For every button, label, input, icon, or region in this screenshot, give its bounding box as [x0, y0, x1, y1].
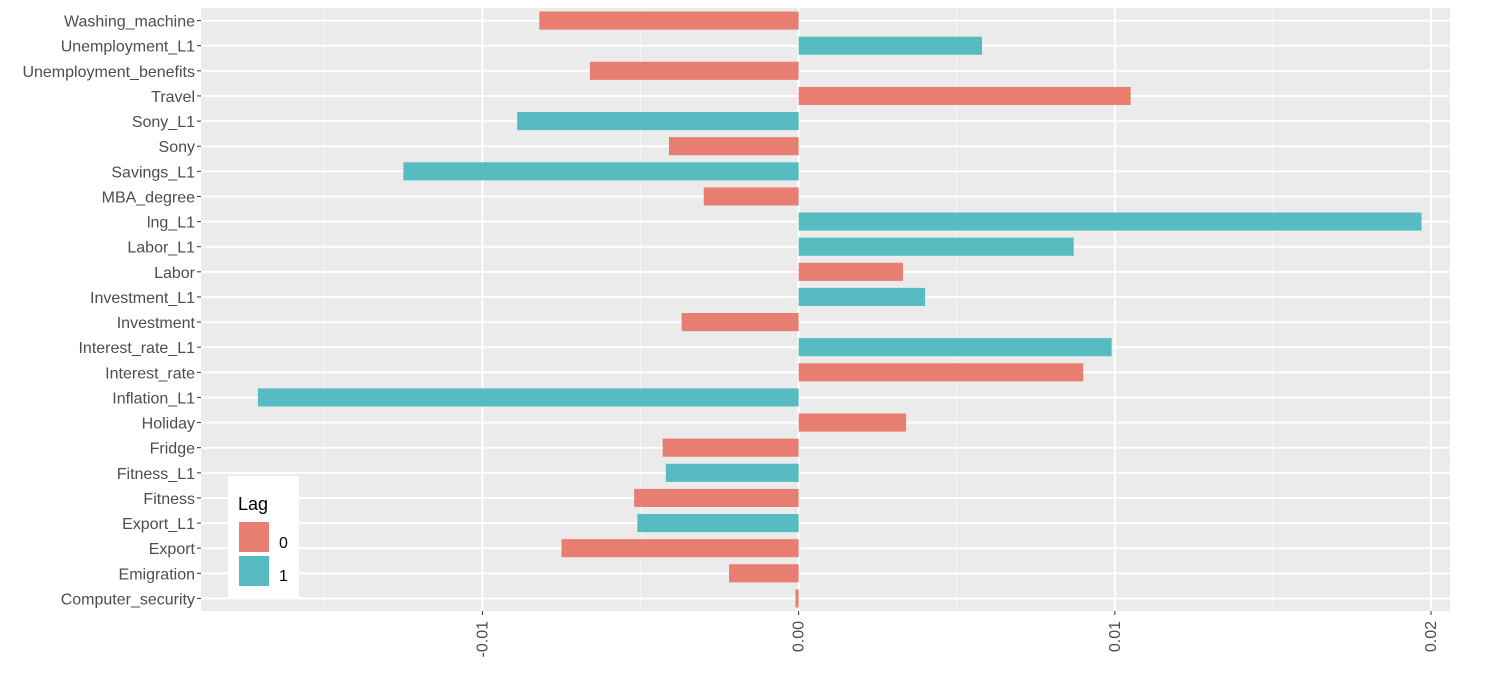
y-tick-label: MBA_degree: [102, 189, 195, 206]
bar-fitness-l1: [665, 463, 799, 482]
legend-label-lag-0: 0: [279, 535, 288, 552]
bar-fitness: [634, 488, 799, 507]
x-axis-labels: -0.01 0.00 0.01 0.02: [474, 611, 1440, 657]
x-tick-label: -0.01: [474, 621, 491, 658]
x-tick-label: 0.01: [1107, 621, 1124, 652]
bar-lng-l1: [798, 212, 1422, 231]
bar-computer-security: [795, 589, 799, 608]
y-tick-label: Emigration: [119, 566, 195, 583]
bar-inflation-l1: [257, 388, 799, 407]
y-tick-label: Interest_rate: [105, 365, 195, 382]
y-tick-label: Sony_L1: [132, 114, 195, 131]
y-tick-label: Savings_L1: [111, 164, 195, 181]
y-tick-label: Export_L1: [122, 516, 195, 533]
bar-savings-l1: [403, 162, 799, 181]
bar-labor-l1: [798, 237, 1074, 256]
bar-unemployment-benefits: [589, 61, 799, 80]
bar-interest-rate-l1: [798, 338, 1112, 357]
legend-key-lag-1: [239, 556, 269, 586]
y-axis-labels: Washing_machine Unemployment_L1 Unemployme…: [22, 14, 201, 608]
y-tick-label: Fitness: [143, 491, 195, 508]
legend: Lag 0 1: [228, 476, 299, 598]
y-tick-label: Sony: [159, 139, 195, 156]
bar-mba-degree: [703, 187, 799, 206]
y-tick-label: Export: [149, 541, 196, 558]
bar-fridge: [662, 438, 799, 457]
x-tick-label: 0.00: [791, 621, 808, 652]
y-tick-label: Fitness_L1: [117, 466, 195, 483]
y-tick-label: lng_L1: [147, 215, 195, 232]
bars: [257, 11, 1422, 608]
bar-sony: [668, 137, 799, 156]
y-tick-label: Travel: [151, 89, 195, 106]
bar-unemployment-l1: [798, 36, 983, 55]
bar-investment: [681, 313, 799, 332]
legend-key-lag-0: [239, 522, 269, 552]
y-tick-label: Inflation_L1: [112, 390, 195, 407]
legend-title: Lag: [238, 494, 268, 514]
bar-export: [561, 539, 799, 558]
y-tick-label: Interest_rate_L1: [78, 340, 195, 357]
x-tick-label: 0.02: [1423, 621, 1440, 652]
bar-emigration: [729, 564, 799, 583]
bar-washing-machine: [539, 11, 799, 30]
bar-sony-l1: [517, 112, 799, 131]
bar-interest-rate: [798, 363, 1084, 382]
y-tick-label: Investment: [117, 315, 196, 332]
y-tick-label: Unemployment_L1: [61, 39, 195, 56]
plot-panel: [201, 8, 1450, 611]
y-tick-label: Computer_security: [61, 591, 195, 608]
y-tick-label: Labor_L1: [127, 240, 195, 257]
bar-export-l1: [637, 514, 799, 533]
bar-labor: [798, 262, 903, 281]
y-tick-label: Unemployment_benefits: [22, 64, 195, 81]
legend-label-lag-1: 1: [279, 568, 288, 585]
y-tick-label: Investment_L1: [90, 290, 195, 307]
y-tick-label: Fridge: [150, 441, 195, 458]
y-tick-label: Washing_machine: [64, 14, 195, 31]
bar-holiday: [798, 413, 907, 432]
y-tick-label: Holiday: [142, 416, 195, 433]
bar-investment-l1: [798, 287, 926, 306]
bar-travel: [798, 86, 1131, 105]
y-tick-label: Labor: [154, 265, 196, 282]
